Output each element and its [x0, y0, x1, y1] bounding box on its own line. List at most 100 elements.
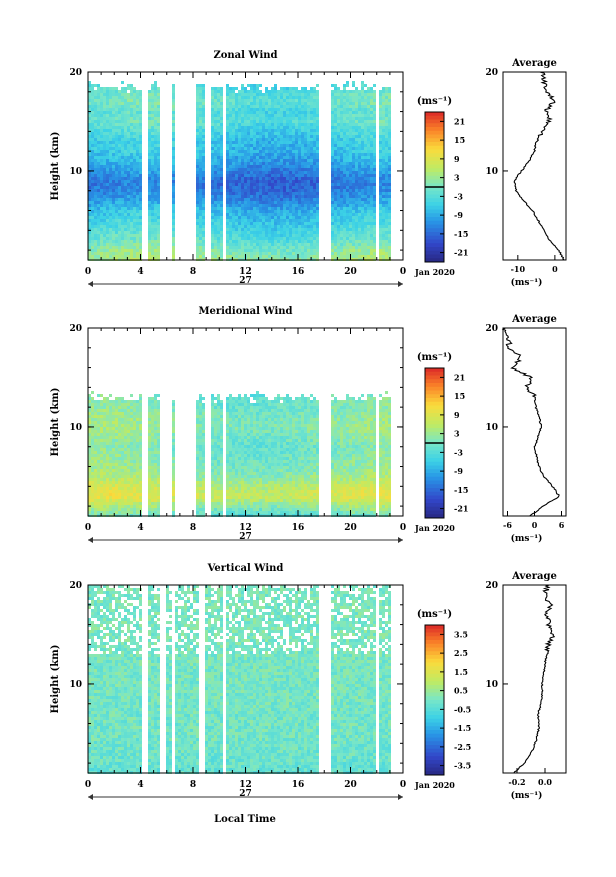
heatmap-cell	[262, 222, 265, 225]
heatmap-cell	[373, 162, 376, 165]
heatmap-cell	[100, 177, 103, 180]
heatmap-cell	[118, 186, 121, 189]
heatmap-cell	[148, 222, 151, 225]
heatmap-cell	[133, 96, 136, 99]
heatmap-cell	[349, 165, 352, 168]
heatmap-cell	[295, 231, 298, 234]
heatmap-cell	[295, 246, 298, 249]
heatmap-cell	[112, 144, 115, 147]
heatmap-cell	[235, 120, 238, 123]
heatmap-cell	[250, 132, 253, 135]
heatmap-cell	[232, 231, 235, 234]
heatmap-cell	[247, 201, 250, 204]
heatmap-cell	[280, 198, 283, 201]
heatmap-cell	[277, 186, 280, 189]
heatmap-cell	[100, 400, 103, 403]
heatmap-cell	[367, 96, 370, 99]
heatmap-cell	[373, 153, 376, 156]
heatmap-cell	[286, 204, 289, 207]
heatmap-cell	[91, 484, 94, 487]
heatmap-cell	[154, 213, 157, 216]
heatmap-cell	[91, 105, 94, 108]
heatmap-cell	[337, 114, 340, 117]
heatmap-cell	[124, 237, 127, 240]
heatmap-cell	[118, 216, 121, 219]
heatmap-cell	[127, 102, 130, 105]
heatmap-cell	[157, 189, 160, 192]
heatmap-cell	[202, 237, 205, 240]
heatmap-cell	[256, 138, 259, 141]
heatmap-cell	[106, 168, 109, 171]
heatmap-cell	[229, 162, 232, 165]
heatmap-cell	[292, 123, 295, 126]
heatmap-cell	[133, 159, 136, 162]
heatmap-cell	[367, 126, 370, 129]
heatmap-cell	[331, 255, 334, 258]
heatmap-cell	[241, 114, 244, 117]
heatmap-cell	[229, 120, 232, 123]
heatmap-cell	[370, 252, 373, 255]
heatmap-cell	[334, 246, 337, 249]
heatmap-cell	[94, 454, 97, 457]
heatmap-cell	[343, 132, 346, 135]
heatmap-cell	[280, 222, 283, 225]
heatmap-cell	[202, 201, 205, 204]
heatmap-cell	[214, 102, 217, 105]
heatmap-cell	[139, 123, 142, 126]
heatmap-cell	[151, 171, 154, 174]
heatmap-cell	[94, 171, 97, 174]
heatmap-cell	[103, 225, 106, 228]
heatmap-cell	[214, 90, 217, 93]
heatmap-cell	[256, 204, 259, 207]
heatmap-cell	[262, 228, 265, 231]
heatmap-cell	[313, 243, 316, 246]
heatmap-cell	[343, 120, 346, 123]
heatmap-cell	[304, 138, 307, 141]
heatmap-cell	[226, 144, 229, 147]
heatmap-cell	[238, 198, 241, 201]
heatmap-cell	[202, 246, 205, 249]
heatmap-cell	[121, 216, 124, 219]
heatmap-cell	[103, 180, 106, 183]
heatmap-cell	[373, 84, 376, 87]
heatmap-cell	[301, 177, 304, 180]
heatmap-cell	[238, 108, 241, 111]
heatmap-cell	[211, 120, 214, 123]
heatmap-cell	[241, 117, 244, 120]
heatmap-cell	[121, 141, 124, 144]
heatmap-cell	[127, 210, 130, 213]
heatmap-cell	[373, 216, 376, 219]
heatmap-cell	[244, 195, 247, 198]
heatmap-cell	[334, 183, 337, 186]
heatmap-cell	[280, 186, 283, 189]
heatmap-cell	[256, 105, 259, 108]
heatmap-cell	[133, 141, 136, 144]
heatmap-cell	[253, 123, 256, 126]
heatmap-cell	[310, 183, 313, 186]
heatmap-cell	[280, 90, 283, 93]
heatmap-cell	[370, 90, 373, 93]
heatmap-cell	[100, 144, 103, 147]
heatmap-cell	[271, 111, 274, 114]
heatmap-cell	[103, 93, 106, 96]
heatmap-cell	[310, 189, 313, 192]
heatmap-cell	[286, 105, 289, 108]
heatmap-cell	[121, 207, 124, 210]
heatmap-cell	[283, 231, 286, 234]
heatmap-cell	[283, 240, 286, 243]
heatmap-cell	[385, 219, 388, 222]
heatmap-cell	[265, 96, 268, 99]
heatmap-cell	[217, 165, 220, 168]
heatmap-cell	[154, 210, 157, 213]
heatmap-cell	[151, 252, 154, 255]
heatmap-cell	[154, 252, 157, 255]
heatmap-cell	[220, 156, 223, 159]
heatmap-cell	[349, 228, 352, 231]
heatmap-cell	[304, 201, 307, 204]
heatmap-cell	[271, 201, 274, 204]
heatmap-cell	[244, 87, 247, 90]
heatmap-cell	[388, 204, 391, 207]
heatmap-cell	[247, 108, 250, 111]
heatmap-cell	[268, 99, 271, 102]
heatmap-cell	[289, 174, 292, 177]
